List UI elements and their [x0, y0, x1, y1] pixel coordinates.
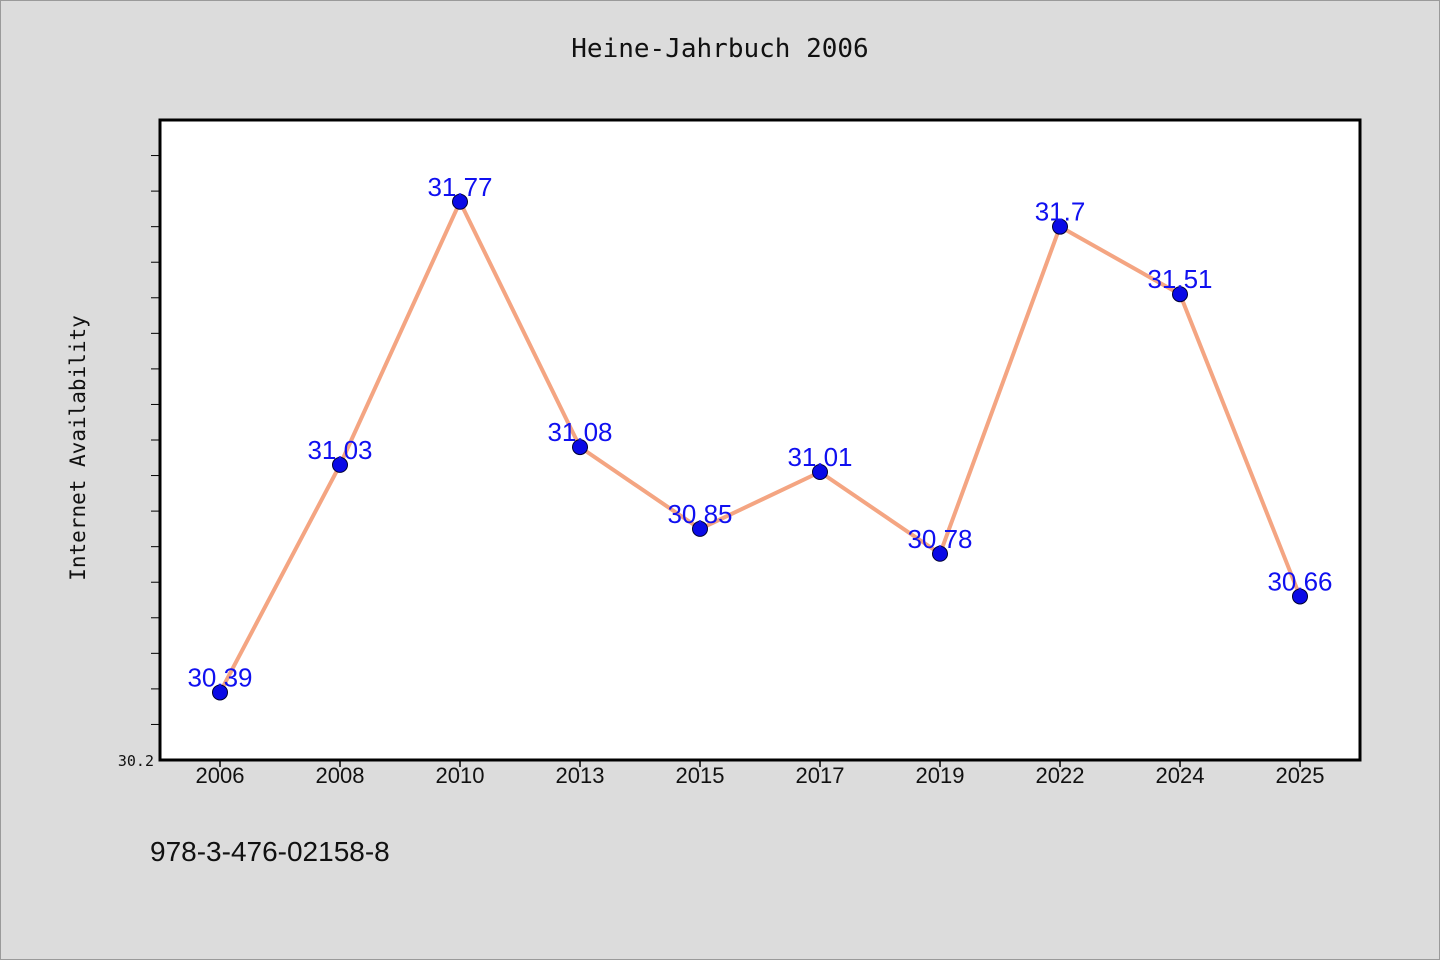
x-tick-label: 2019 [916, 763, 965, 788]
data-label: 31.01 [787, 442, 852, 472]
x-tick-label: 2022 [1036, 763, 1085, 788]
data-point [1052, 218, 1068, 235]
x-tick-label: 2017 [796, 763, 845, 788]
data-point [452, 193, 468, 210]
x-tick-label: 2008 [316, 763, 365, 788]
data-label: 31.08 [547, 417, 612, 447]
data-point [212, 684, 228, 701]
series-line [218, 199, 1302, 694]
data-label: 30.66 [1267, 566, 1332, 596]
x-tick-label: 2024 [1156, 763, 1205, 788]
x-axis-ticks: 2006 2008 2010 2013 2015 2017 2019 2022 2024 2025 [196, 760, 1325, 788]
data-point [932, 545, 948, 562]
chart-title: Heine-Jahrbuch 2006 [571, 34, 869, 64]
x-tick-label: 2010 [436, 763, 485, 788]
data-label: 30.78 [907, 524, 972, 554]
y-axis-ticks: 30.2 [118, 155, 159, 770]
data-point [572, 439, 588, 456]
plot-area [158, 118, 1362, 762]
y-tick-label: 30.2 [118, 752, 154, 770]
series-group: 30.39 31.03 31.77 31.08 30.85 31.01 30.78 31.7 3… [187, 172, 1333, 701]
data-label: 31.03 [307, 435, 372, 465]
data-label: 31.77 [427, 172, 492, 202]
x-tick-label: 2013 [556, 763, 605, 788]
x-tick-label: 2015 [676, 763, 725, 788]
x-tick-label: 2025 [1276, 763, 1325, 788]
data-point [1172, 286, 1188, 303]
data-label: 31.51 [1147, 264, 1212, 294]
data-point [1292, 588, 1308, 605]
data-label: 31.7 [1035, 197, 1086, 227]
footnote-isbn: 978-3-476-02158-8 [150, 836, 390, 867]
data-label: 30.85 [667, 499, 732, 529]
x-tick-label: 2006 [196, 763, 245, 788]
data-label: 30.39 [187, 662, 252, 692]
data-point [332, 456, 348, 473]
data-point [692, 520, 708, 537]
data-point [812, 464, 828, 480]
